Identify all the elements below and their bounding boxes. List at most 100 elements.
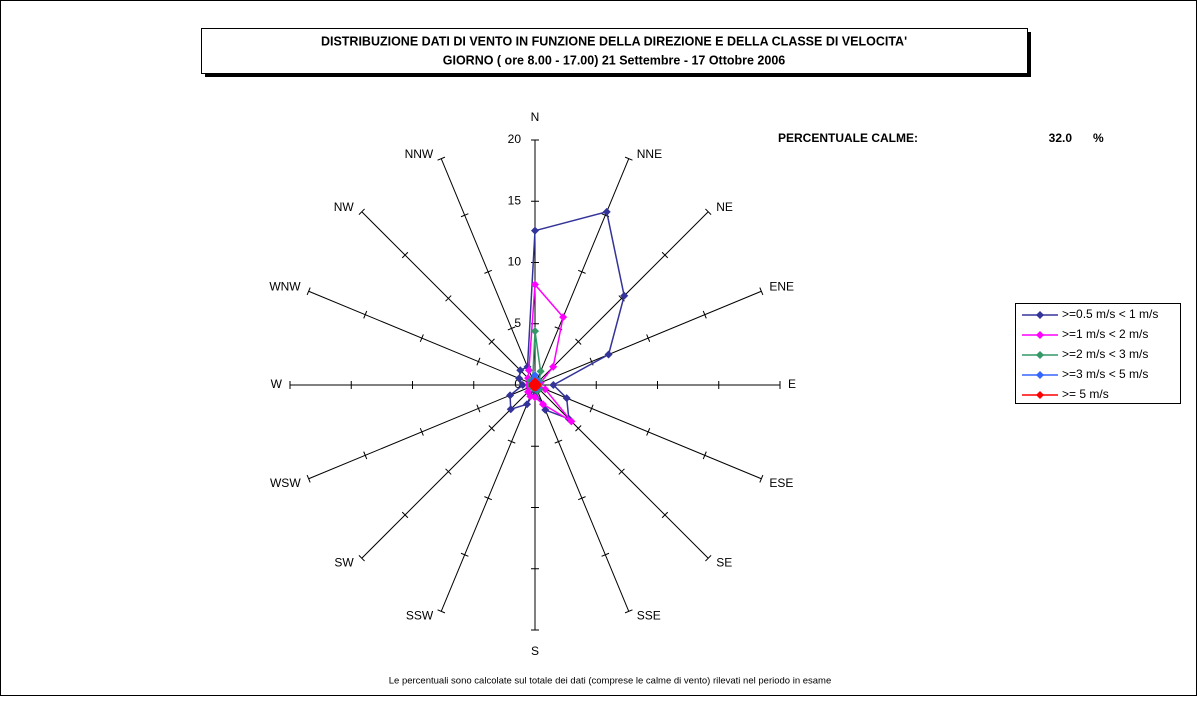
tick-mark <box>437 156 446 161</box>
direction-label: ESE <box>769 476 793 490</box>
tick-mark <box>661 251 669 259</box>
calm-unit: % <box>1093 131 1104 145</box>
direction-label: NNE <box>637 147 662 161</box>
direction-label: NNW <box>405 147 434 161</box>
legend-marker <box>1036 351 1044 359</box>
tick-mark <box>306 474 311 483</box>
data-point <box>518 381 527 389</box>
legend-marker <box>1036 331 1044 339</box>
direction-label: S <box>531 644 539 658</box>
data-point <box>506 391 515 400</box>
legend-label: >=1 m/s < 2 m/s <box>1062 327 1148 341</box>
tick-mark <box>759 474 764 483</box>
legend-label: >= 5 m/s <box>1062 387 1109 401</box>
tick-mark <box>702 310 707 319</box>
tick-mark <box>484 269 493 274</box>
legend-marker <box>1036 311 1044 319</box>
r-tick-label: 5 <box>514 316 521 330</box>
tick-mark <box>445 468 452 475</box>
data-point <box>602 207 611 216</box>
data-point <box>515 374 524 383</box>
direction-label: E <box>788 377 796 391</box>
direction-label: W <box>271 377 283 391</box>
legend-label: >=2 m/s < 3 m/s <box>1062 347 1148 361</box>
tick-mark <box>624 156 633 161</box>
tick-mark <box>575 338 582 345</box>
tick-mark <box>575 425 582 432</box>
tick-mark <box>419 427 424 436</box>
direction-label: WSW <box>270 476 301 490</box>
data-point <box>531 280 539 289</box>
tick-mark <box>488 425 495 432</box>
data-point <box>541 385 550 394</box>
data-point <box>506 405 515 414</box>
tick-mark <box>661 511 669 519</box>
direction-label: NE <box>716 200 733 214</box>
r-tick-label: 20 <box>508 132 522 146</box>
data-point <box>531 226 539 235</box>
tick-mark <box>401 511 409 519</box>
data-point <box>524 366 533 375</box>
chart-title: DISTRIBUZIONE DATI DI VENTO IN FUNZIONE … <box>321 34 907 48</box>
tick-mark <box>437 609 446 614</box>
tick-mark <box>363 451 368 460</box>
direction-label: NW <box>334 200 355 214</box>
tick-mark <box>589 404 594 413</box>
tick-mark <box>702 451 707 460</box>
legend-box <box>1015 303 1181 404</box>
data-point <box>620 291 629 300</box>
data-point <box>531 327 539 336</box>
tick-mark <box>705 208 712 215</box>
tick-mark <box>507 439 516 444</box>
legend-marker <box>1036 371 1044 379</box>
data-point <box>549 362 558 371</box>
r-tick-label: 0 <box>514 377 521 391</box>
direction-label: N <box>531 110 540 124</box>
tick-mark <box>306 287 311 296</box>
tick-mark <box>646 334 651 343</box>
tick-mark <box>460 552 469 557</box>
data-point <box>530 378 539 387</box>
calm-value: 32.0 <box>1049 131 1073 145</box>
direction-label: ENE <box>769 279 794 293</box>
legend-label: >=3 m/s < 5 m/s <box>1062 367 1148 381</box>
data-point <box>538 400 547 409</box>
tick-mark <box>759 287 764 296</box>
calm-label: PERCENTUALE CALME: <box>778 131 918 145</box>
data-point <box>516 366 525 375</box>
data-point <box>567 417 576 426</box>
tick-mark <box>577 496 586 501</box>
note: Le percentuali sono calcolate sul totale… <box>389 676 832 687</box>
data-point <box>604 350 613 359</box>
data-point <box>536 367 545 376</box>
data-point <box>559 313 568 322</box>
tick-mark <box>705 555 712 562</box>
tick-mark <box>445 295 452 302</box>
tick-mark <box>401 251 409 259</box>
data-point <box>541 405 550 414</box>
tick-mark <box>358 555 365 562</box>
legend-label: >=0.5 m/s < 1 m/s <box>1062 307 1158 321</box>
tick-mark <box>363 310 368 319</box>
r-tick-label: 15 <box>508 193 522 207</box>
tick-mark <box>476 357 481 366</box>
tick-mark <box>618 468 625 475</box>
tick-mark <box>460 213 469 218</box>
data-point <box>523 400 532 409</box>
data-point <box>549 381 558 389</box>
data-point <box>562 394 571 403</box>
tick-mark <box>601 552 610 557</box>
tick-mark <box>488 338 495 345</box>
direction-label: SSE <box>637 609 661 623</box>
r-tick-label: 10 <box>508 255 522 269</box>
tick-mark <box>507 326 516 331</box>
tick-mark <box>646 427 651 436</box>
tick-mark <box>624 609 633 614</box>
tick-mark <box>484 496 493 501</box>
tick-mark <box>476 404 481 413</box>
chart-subtitle: GIORNO ( ore 8.00 - 17.00) 21 Settembre … <box>443 53 786 67</box>
direction-label: SE <box>716 555 732 569</box>
tick-mark <box>419 334 424 343</box>
